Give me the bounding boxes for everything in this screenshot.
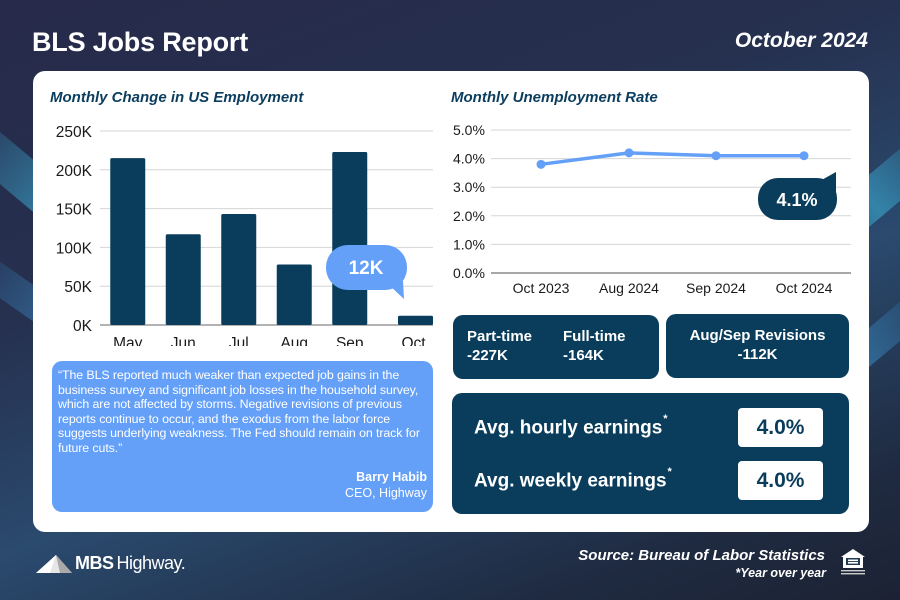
x-tick-label: Jun bbox=[171, 335, 196, 346]
data-point bbox=[625, 148, 634, 157]
data-point bbox=[712, 151, 721, 160]
full-time-value: -164K bbox=[563, 346, 626, 365]
earnings-box: Avg. hourly earnings* 4.0% Avg. weekly e… bbox=[452, 393, 849, 514]
y-tick-label: 4.0% bbox=[453, 151, 485, 167]
y-tick-label: 0K bbox=[73, 318, 93, 335]
x-tick-label: May bbox=[113, 335, 143, 346]
revisions-box: Aug/Sep Revisions -112K bbox=[666, 314, 849, 378]
weekly-earnings-text: Avg. weekly earnings bbox=[474, 470, 667, 491]
y-tick-label: 0.0% bbox=[453, 265, 485, 281]
revisions-label: Aug/Sep Revisions bbox=[666, 326, 849, 345]
x-tick-label: Oct 2024 bbox=[776, 280, 833, 296]
employment-chart-title: Monthly Change in US Employment bbox=[50, 89, 303, 106]
y-tick-label: 100K bbox=[56, 240, 93, 257]
x-tick-label: Oct bbox=[401, 335, 426, 346]
x-tick-label: Aug bbox=[280, 335, 308, 346]
y-tick-label: 2.0% bbox=[453, 208, 485, 224]
y-tick-label: 1.0% bbox=[453, 236, 485, 252]
revisions-value: -112K bbox=[666, 345, 849, 364]
bar-may bbox=[110, 158, 145, 325]
employment-type-box: Part-time -227K Full-time -164K bbox=[453, 315, 659, 379]
y-tick-label: 3.0% bbox=[453, 179, 485, 195]
x-tick-label: Oct 2023 bbox=[513, 280, 570, 296]
page-title: BLS Jobs Report bbox=[32, 27, 248, 58]
content-card: Monthly Change in US Employment Monthly … bbox=[33, 71, 869, 532]
mountain-logo-icon bbox=[36, 554, 72, 574]
full-time-stat: Full-time -164K bbox=[563, 327, 626, 365]
hourly-earnings-value: 4.0% bbox=[738, 408, 823, 447]
revisions-stat: Aug/Sep Revisions -112K bbox=[666, 326, 849, 364]
bar-sep bbox=[332, 152, 367, 325]
quote-author: Barry Habib bbox=[356, 470, 427, 484]
data-point bbox=[800, 151, 809, 160]
data-point bbox=[537, 160, 546, 169]
y-tick-label: 250K bbox=[56, 124, 93, 141]
x-tick-label: Aug 2024 bbox=[599, 280, 659, 296]
y-tick-label: 5.0% bbox=[453, 122, 485, 138]
source-text: Source: Bureau of Labor Statistics bbox=[578, 547, 825, 564]
weekly-earnings-label: Avg. weekly earnings* bbox=[474, 470, 672, 492]
bar-oct bbox=[398, 316, 433, 325]
x-tick-label: Jul bbox=[229, 335, 249, 346]
bar-jul bbox=[221, 214, 256, 325]
y-tick-label: 200K bbox=[56, 163, 93, 180]
footnote-text: *Year over year bbox=[735, 566, 826, 580]
callout-label: 4.1% bbox=[776, 190, 817, 210]
y-tick-label: 150K bbox=[56, 202, 93, 219]
callout-pointer bbox=[388, 281, 404, 299]
full-time-label: Full-time bbox=[563, 327, 626, 346]
bar-aug bbox=[277, 264, 312, 325]
callout-bubble: 4.1% bbox=[758, 172, 837, 220]
employment-bar-chart: 0K 50K 100K 150K 200K 250K May Jun Jul Aug Sep Oct 1… bbox=[33, 116, 433, 346]
report-date: October 2024 bbox=[735, 29, 868, 53]
hourly-earnings-label: Avg. hourly earnings* bbox=[474, 417, 668, 439]
weekly-earnings-value: 4.0% bbox=[738, 461, 823, 500]
callout-label: 12K bbox=[349, 258, 384, 279]
equal-housing-icon bbox=[840, 548, 866, 578]
asterisk-marker: * bbox=[668, 466, 672, 478]
x-tick-label: Sep 2024 bbox=[686, 280, 746, 296]
y-tick-label: 50K bbox=[64, 279, 92, 296]
unemployment-chart-title: Monthly Unemployment Rate bbox=[451, 89, 658, 106]
quote-text: “The BLS reported much weaker than expec… bbox=[58, 368, 429, 456]
unemployment-line-chart: 0.0% 1.0% 2.0% 3.0% 4.0% 5.0% Oct 2023 Aug 2024… bbox=[433, 116, 853, 301]
part-time-stat: Part-time -227K bbox=[467, 327, 532, 365]
quote-box: “The BLS reported much weaker than expec… bbox=[52, 361, 433, 512]
quote-author-role: CEO, Highway bbox=[345, 486, 427, 500]
x-tick-label: Sep bbox=[336, 335, 364, 346]
mbs-highway-logo: MBS Highway. bbox=[36, 553, 185, 574]
part-time-value: -227K bbox=[467, 346, 532, 365]
logo-text-light: Highway. bbox=[117, 553, 186, 574]
hourly-earnings-text: Avg. hourly earnings bbox=[474, 417, 662, 438]
part-time-label: Part-time bbox=[467, 327, 532, 346]
asterisk-marker: * bbox=[663, 413, 667, 425]
bar-jun bbox=[166, 234, 201, 325]
logo-text-bold: MBS bbox=[75, 553, 114, 574]
